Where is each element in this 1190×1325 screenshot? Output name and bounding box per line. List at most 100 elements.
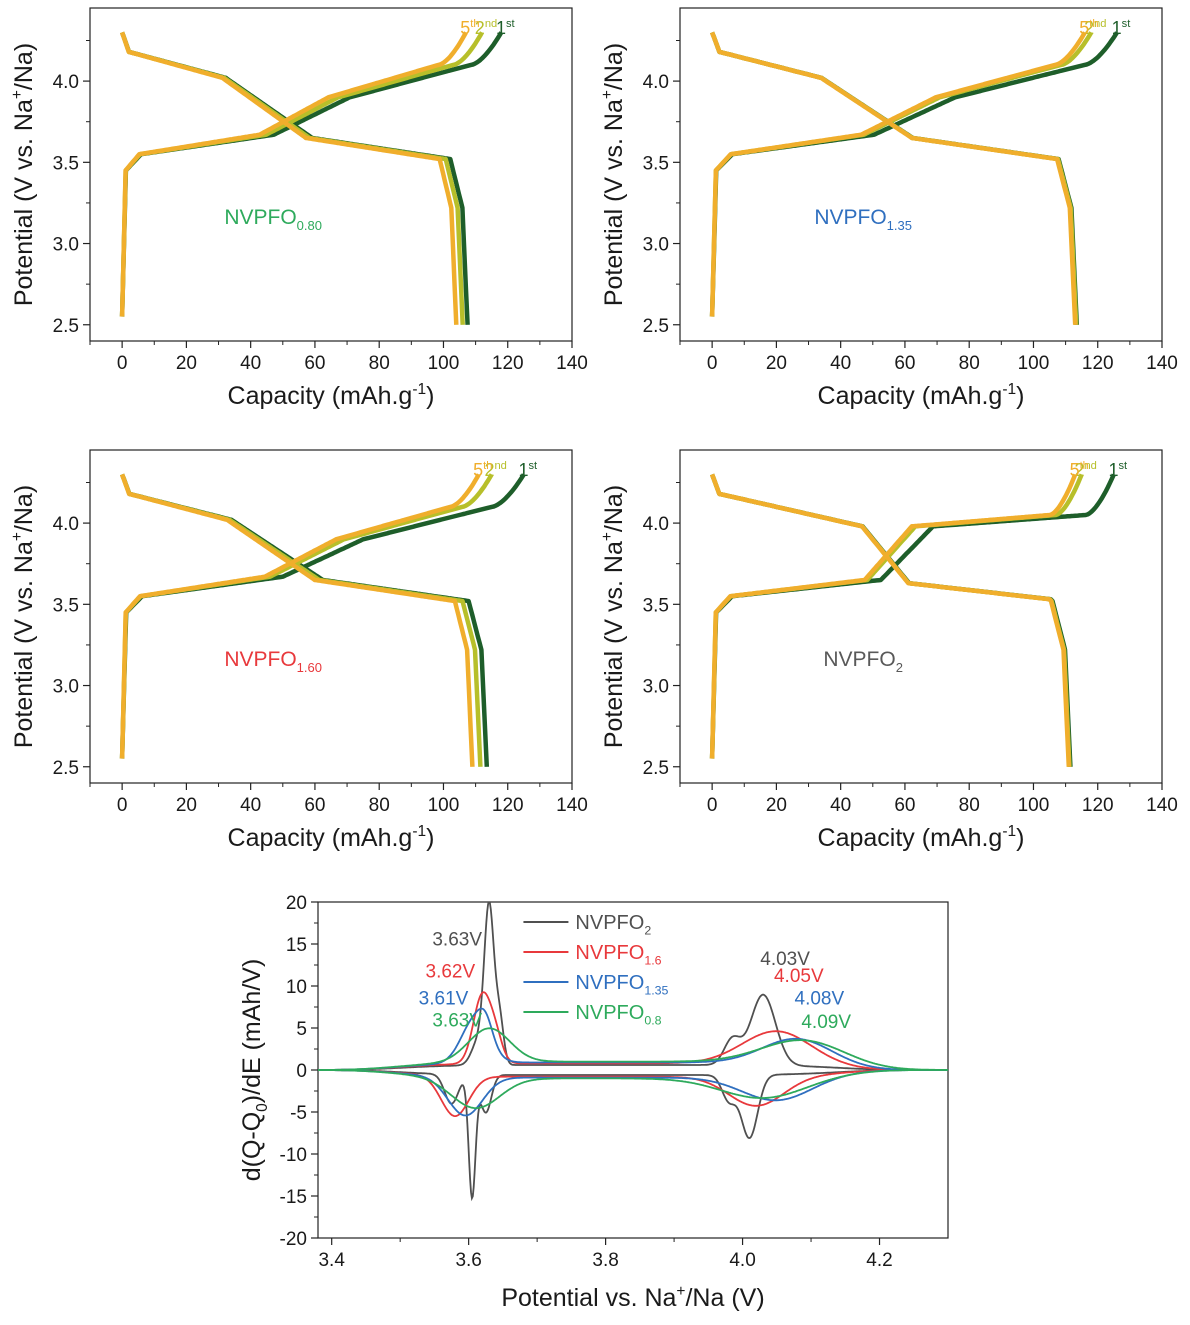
chart-1-cycle-label-0-part-1: st — [1122, 18, 1132, 30]
chart-3-ytick-label-3: 4.0 — [643, 514, 669, 535]
chart-4-xlabel-part-0: Potential vs. Na — [501, 1284, 676, 1312]
chart-1-ytick-label-1: 3.0 — [643, 235, 669, 256]
chart-4-legend-entry-1-part-0: NVPFO — [575, 942, 644, 964]
chart-0-ytick-label-3: 4.0 — [53, 72, 79, 93]
chart-4-ylabel-part-0: d(Q-Q — [238, 1112, 266, 1181]
chart-4-legend-entry-2-part-1: 1.35 — [644, 984, 668, 998]
chart-4-ytick-label-7: 15 — [286, 935, 307, 956]
chart-4-legend-entry-3-part-0: NVPFO — [575, 1002, 644, 1024]
chart-2-cycle-label-0-part-0: 1 — [518, 460, 528, 480]
chart-4-cathodic-curve-3 — [318, 1069, 948, 1109]
chart-3-xlabel-part-1: -1 — [1002, 823, 1016, 840]
chart-3-ytick-label-0: 2.5 — [643, 758, 669, 779]
chart-1-xtick-label-3: 60 — [894, 353, 915, 374]
chart-1-cycle-label-2-part-0: 5 — [1079, 18, 1089, 38]
chart-2-ylabel-part-1: + — [9, 532, 26, 541]
chart-4-ylabel-part-2: )/dE (mAh/V) — [238, 959, 266, 1103]
chart-3-cycle-label-1-part-1: nd — [1084, 460, 1096, 472]
chart-2-cycle-label-0-part-1: st — [528, 460, 538, 472]
chart-4-xlabel-part-2: /Na (V) — [685, 1284, 764, 1312]
chart-4-anodic-curve-0 — [318, 902, 948, 1071]
chart-4-plot — [318, 902, 948, 1202]
chart-2-cycle-label-2-part-1: th — [483, 460, 492, 472]
chart-3-cycle-label-0: 1st — [1108, 460, 1128, 480]
chart-1-frame — [679, 7, 1163, 342]
chart-0-annotation: NVPFO0.80 — [224, 206, 322, 233]
chart-0-xtick-label-5: 100 — [428, 353, 460, 374]
chart-0-cycle-label-0: 1st — [496, 18, 516, 38]
chart-1-annotation: NVPFO1.35 — [814, 206, 912, 233]
chart-3-annotation-part-0: NVPFO — [823, 648, 895, 671]
chart-2-annotation-part-0: NVPFO — [224, 648, 296, 671]
chart-3-ylabel-part-0: Potential (V vs. Na — [600, 541, 628, 748]
chart-4-ytick-label-5: 5 — [296, 1019, 307, 1040]
chart-1-ylabel: Potential (V vs. Na+/Na) — [599, 43, 628, 306]
chart-2-xlabel-part-1: -1 — [412, 823, 426, 840]
chart-2-charge-curve-2 — [119, 473, 481, 759]
chart-4-peak-label-3-1: 4.09V — [801, 1012, 851, 1033]
chart-4-legend-entry-2: NVPFO1.35 — [575, 972, 668, 998]
chart-3-cycle-label-0-part-0: 1 — [1108, 460, 1118, 480]
chart-4-xtick-label-1: 3.6 — [455, 1250, 481, 1271]
chart-3-discharge-curve-2 — [709, 473, 1072, 767]
chart-4-legend-entry-0-part-0: NVPFO — [575, 912, 644, 934]
chart-0-cycle-label-2-part-1: th — [470, 18, 479, 30]
chart-1-ytick-label-2: 3.5 — [643, 153, 669, 174]
chart-2-ylabel-part-0: Potential (V vs. Na — [10, 541, 38, 748]
chart-2-cycle-label-1-part-0: 2 — [484, 460, 494, 480]
chart-1-xtick-label-4: 80 — [959, 353, 980, 374]
chart-2-xtick-label-2: 40 — [240, 795, 261, 816]
chart-3-charge-curve-2 — [709, 473, 1078, 759]
chart-0-charge-curve-2 — [119, 31, 468, 317]
chart-1-xtick-label-1: 20 — [766, 353, 787, 374]
chart-1-xtick-label-6: 120 — [1082, 353, 1114, 374]
chart-3-ylabel-part-1: + — [599, 532, 616, 541]
chart-4-peak-label-2-1: 4.08V — [795, 988, 845, 1009]
chart-3-xlabel-part-2: ) — [1016, 824, 1024, 852]
chart-1-ylabel-part-1: + — [599, 90, 616, 99]
chart-2: 0 20 40 60 80 100 120 1402.53.03.54.01st2nd5thN… — [9, 449, 588, 852]
chart-3-ylabel: Potential (V vs. Na+/Na) — [599, 485, 628, 748]
chart-0-cycle-label-0-part-0: 1 — [496, 18, 506, 38]
chart-0-frame — [89, 7, 573, 342]
chart-0-cycle-label-1-part-1: nd — [485, 18, 497, 30]
chart-3-xlabel: Capacity (mAh.g-1) — [818, 823, 1025, 852]
chart-1-ylabel-part-0: Potential (V vs. Na — [600, 99, 628, 306]
chart-2-cycle-label-0: 1st — [518, 460, 538, 480]
chart-3-cycle-label-2-part-1: th — [1080, 460, 1089, 472]
chart-2-discharge-curve-2 — [119, 473, 475, 767]
chart-1-cycle-label-0: 1st — [1112, 18, 1132, 38]
chart-3-xlabel-part-0: Capacity (mAh.g — [818, 824, 1003, 852]
chart-2-xtick-label-7: 140 — [556, 795, 588, 816]
chart-0-annotation-part-1: 0.80 — [297, 218, 322, 233]
chart-0-cycle-label-1: 2nd — [475, 18, 497, 38]
chart-0-xtick-label-2: 40 — [240, 353, 261, 374]
chart-4-peak-label-1-1: 4.05V — [774, 966, 824, 987]
chart-0-ytick-label-2: 3.5 — [53, 153, 79, 174]
chart-0-annotation-part-0: NVPFO — [224, 206, 296, 229]
chart-1-annotation-part-1: 1.35 — [887, 218, 912, 233]
chart-4-legend-entry-0-part-1: 2 — [644, 924, 651, 938]
chart-2-plot — [119, 473, 526, 767]
chart-1-annotation-part-0: NVPFO — [814, 206, 886, 229]
chart-2-xtick-label-5: 100 — [428, 795, 460, 816]
chart-2-xtick-label-4: 80 — [369, 795, 390, 816]
chart-4-ytick-label-1: -15 — [280, 1187, 307, 1208]
chart-1-discharge-curve-2 — [709, 31, 1078, 325]
chart-1: 0 20 40 60 80 100 120 1402.53.03.54.01st2nd5thN… — [599, 7, 1178, 410]
chart-4-xlabel-part-1: + — [676, 1283, 685, 1300]
chart-4-ytick-label-3: -5 — [290, 1103, 307, 1124]
chart-0-ylabel-part-0: Potential (V vs. Na — [10, 99, 38, 306]
chart-1-ytick-label-3: 4.0 — [643, 72, 669, 93]
chart-2-cycle-label-2-part-0: 5 — [473, 460, 483, 480]
chart-0-xtick-label-1: 20 — [176, 353, 197, 374]
chart-4-legend-entry-1: NVPFO1.6 — [575, 942, 661, 968]
chart-3-ylabel-part-2: /Na) — [600, 485, 628, 532]
chart-2-ytick-label-0: 2.5 — [53, 758, 79, 779]
chart-4-ytick-label-4: 0 — [296, 1061, 307, 1082]
chart-1-xtick-label-7: 140 — [1146, 353, 1178, 374]
chart-0-xlabel-part-2: ) — [426, 382, 434, 410]
chart-1-cycle-label-1-part-0: 2 — [1084, 18, 1094, 38]
chart-2-xlabel-part-2: ) — [426, 824, 434, 852]
